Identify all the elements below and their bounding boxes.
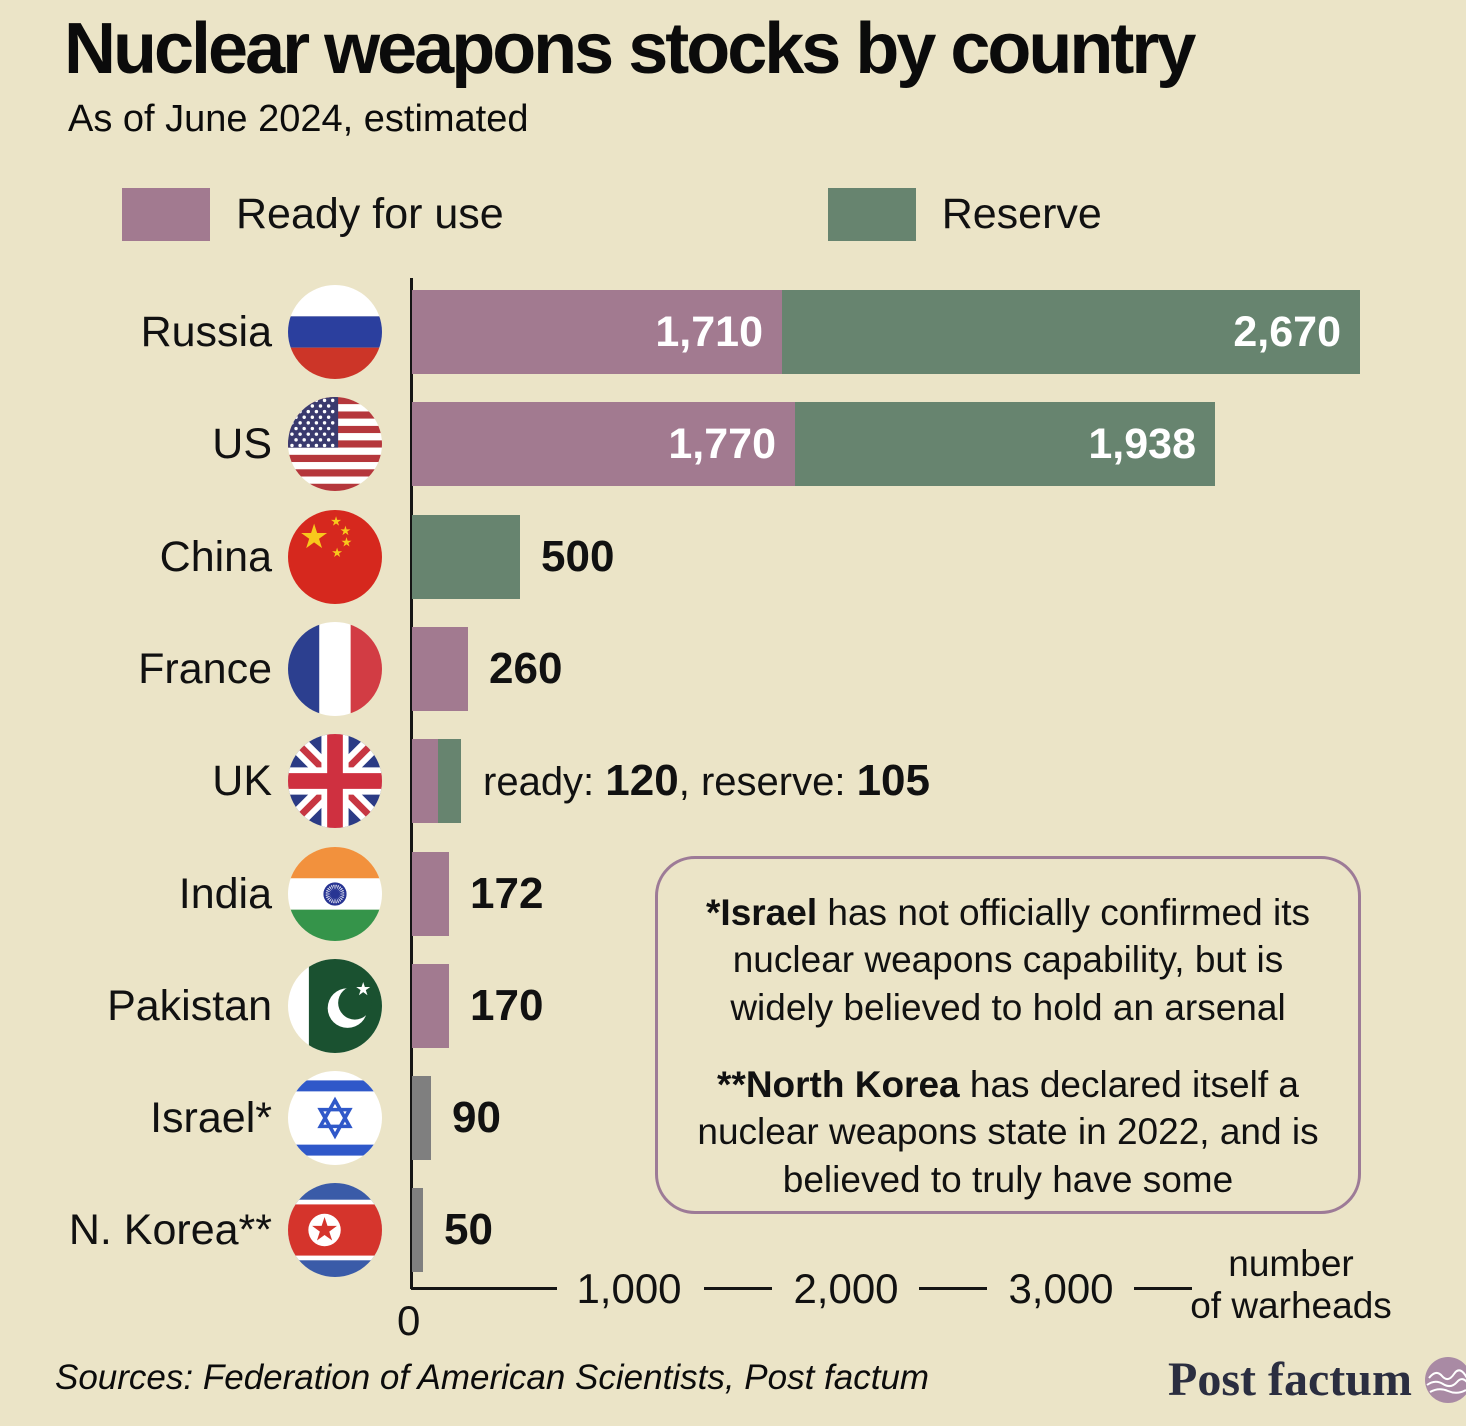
bar-value-label: 1,770 [668,420,776,469]
country-label: France [138,644,272,693]
country-label: UK [212,757,272,806]
china-flag-icon [288,509,382,604]
country-label: Pakistan [107,981,272,1030]
bar-value-label: 2,670 [1233,308,1341,356]
chart-row-pakistan: Pakistan 170 [0,950,1466,1062]
country-label: China [159,532,272,581]
bar-segment-undisclosed [412,1188,423,1273]
x-tick-3000: 3,000 [1008,1265,1114,1312]
x-axis-line [1134,1287,1192,1290]
russia-flag-icon [288,285,382,379]
bar-uk [412,739,461,824]
nkorea-flag-icon [288,1183,382,1278]
country-label: Israel* [150,1094,272,1143]
bar-value-label: 170 [470,980,544,1030]
bar-value-label: 172 [470,868,544,918]
ready-swatch-icon [122,188,210,241]
x-axis-line [704,1287,772,1290]
bar-segment-ready [412,851,449,936]
chart-row-india: India 172 [0,838,1466,950]
page-title: Nuclear weapons stocks by country [64,9,1196,89]
bar-france [412,626,468,711]
bar-segment-reserve: 1,938 [795,402,1215,487]
post-factum-logo-icon [1424,1356,1466,1403]
x-axis-line [411,1287,557,1290]
country-label: India [178,869,272,918]
bar-value-label: 90 [452,1093,501,1143]
country-label: US [212,420,272,469]
us-flag-icon [288,397,382,492]
chart-row-nkorea: N. Korea** 50 [0,1174,1466,1286]
bar-india [412,851,449,936]
bar-nkorea [412,1188,423,1273]
israel-flag-icon [288,1071,382,1166]
pakistan-flag-icon [288,958,382,1053]
bar-segment-ready [412,739,438,824]
reserve-swatch-icon [827,188,916,241]
chart-row-israel: Israel* 90 [0,1062,1466,1174]
france-flag-icon [288,621,382,716]
sources-note: Sources: Federation of American Scientis… [55,1358,930,1397]
bar-israel [412,1076,431,1161]
post-factum-logo: Post factum [1168,1352,1466,1407]
bar-value-label: 50 [444,1205,493,1255]
annotation-israel: *Israel has not officially confirmed its… [706,892,1310,1028]
bar-segment-ready [412,626,468,711]
bar-segment-reserve: 2,670 [782,290,1360,374]
bar-segment-ready [412,963,449,1048]
uk-flag-icon [288,734,382,829]
chart-row-russia: Russia 1,710 2,670 [0,276,1466,388]
x-tick-1000: 1,000 [576,1265,682,1312]
chart-row-france: France 260 [0,613,1466,725]
legend-item-reserve: Reserve [827,188,1102,241]
bar-value-label: ready: 120, reserve: 105 [483,756,930,806]
bar-us: 1,770 1,938 [412,402,1215,487]
legend-item-ready: Ready for use [122,188,504,241]
y-axis-line [410,278,413,1289]
post-factum-logo-text: Post factum [1168,1353,1412,1406]
country-label: Russia [140,308,272,356]
legend: Ready for use Reserve [122,188,1102,241]
bar-russia: 1,710 2,670 [412,290,1360,374]
legend-label: Reserve [941,190,1102,238]
bar-segment-reserve [438,739,461,824]
chart-row-us: US 1,770 1,938 [0,388,1466,500]
x-tick-0: 0 [397,1297,421,1344]
bar-value-label: 500 [541,531,615,581]
legend-label: Ready for use [236,190,504,238]
bar-segment-reserve [412,514,520,599]
bar-segment-ready: 1,770 [412,402,795,487]
x-axis-line [919,1287,987,1290]
chart-row-uk: UK ready: 120, reserve: 105 [0,725,1466,837]
bar-value-label: 1,938 [1088,420,1196,469]
india-flag-icon [288,846,382,941]
chart-row-china: China 500 [0,501,1466,613]
bar-segment-undisclosed [412,1076,431,1161]
bar-china [412,514,520,599]
country-label: N. Korea** [68,1206,272,1255]
annotation-north-korea: **North Korea has declared itself a nucl… [697,1064,1319,1200]
page-subtitle: As of June 2024, estimated [68,98,529,140]
x-tick-2000: 2,000 [793,1265,899,1312]
bar-value-label: 260 [489,643,563,693]
bar-segment-ready: 1,710 [412,290,782,374]
x-axis-unit-label: number of warheads [1190,1243,1392,1327]
bar-value-label: 1,710 [655,308,763,356]
bar-pakistan [412,963,449,1048]
annotation-box: *Israel has not officially confirmed its… [655,856,1361,1214]
